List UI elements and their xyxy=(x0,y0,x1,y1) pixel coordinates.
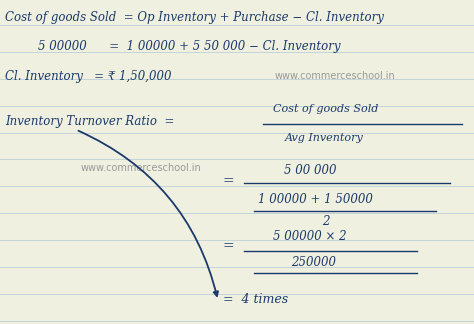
Text: 250000: 250000 xyxy=(292,256,337,269)
Text: 2: 2 xyxy=(322,215,330,228)
Text: Avg Inventory: Avg Inventory xyxy=(284,133,363,143)
Text: Cost of goods Sold: Cost of goods Sold xyxy=(273,104,378,113)
Text: www.commerceschool.in: www.commerceschool.in xyxy=(275,71,396,81)
Text: 5 00000      =  1 00000 + 5 50 000 − Cl. Inventory: 5 00000 = 1 00000 + 5 50 000 − Cl. Inven… xyxy=(38,40,340,53)
Text: www.commerceschool.in: www.commerceschool.in xyxy=(81,164,201,173)
Text: =: = xyxy=(223,239,235,253)
Text: 5 00000 × 2: 5 00000 × 2 xyxy=(273,230,346,243)
Text: =: = xyxy=(223,174,235,189)
Text: 5 00 000: 5 00 000 xyxy=(284,164,337,177)
Text: =  4 times: = 4 times xyxy=(223,293,288,306)
Text: 1 00000 + 1 50000: 1 00000 + 1 50000 xyxy=(258,193,373,206)
Text: Cost of goods Sold  = Op Inventory + Purchase − Cl. Inventory: Cost of goods Sold = Op Inventory + Purc… xyxy=(5,11,383,24)
Text: Inventory Turnover Ratio  =: Inventory Turnover Ratio = xyxy=(5,115,174,128)
Text: Cl. Inventory   = ₹ 1,50,000: Cl. Inventory = ₹ 1,50,000 xyxy=(5,70,171,83)
